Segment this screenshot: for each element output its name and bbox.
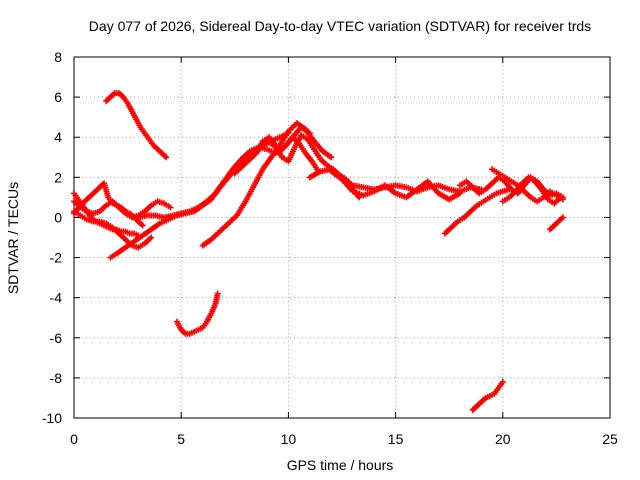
x-axis: 0 5 10 15 20 25 — [70, 57, 618, 447]
y-tick-label: -10 — [42, 410, 62, 426]
x-tick-label: 25 — [602, 431, 618, 447]
data-point — [557, 194, 564, 201]
x-tick-label: 15 — [388, 431, 404, 447]
y-axis-label: SDTVAR / TECUs — [5, 182, 21, 294]
y-tick-label: -8 — [50, 370, 63, 386]
y-tick-label: 6 — [54, 89, 62, 105]
x-tick-label: 5 — [177, 431, 185, 447]
y-tick-label: -6 — [50, 330, 63, 346]
grid-lines — [74, 57, 610, 418]
data-points — [71, 90, 566, 413]
data-point — [328, 154, 335, 161]
data-point — [139, 222, 146, 229]
data-point — [499, 378, 506, 385]
x-tick-label: 20 — [495, 431, 511, 447]
y-axis: -10 -8 -6 -4 -2 0 2 4 6 8 — [42, 49, 610, 426]
x-tick-label: 0 — [70, 431, 78, 447]
x-tick-label: 10 — [281, 431, 297, 447]
data-point — [456, 190, 463, 197]
data-point — [167, 204, 174, 211]
y-tick-label: 0 — [54, 209, 62, 225]
chart-title: Day 077 of 2026, Sidereal Day-to-day VTE… — [89, 18, 591, 34]
y-tick-label: -2 — [50, 250, 63, 266]
plot-frame — [73, 56, 611, 419]
data-point — [214, 290, 221, 297]
y-tick-label: 8 — [54, 49, 62, 65]
y-tick-label: 4 — [54, 129, 62, 145]
x-axis-label: GPS time / hours — [287, 457, 394, 473]
data-point — [559, 214, 566, 221]
y-tick-label: 2 — [54, 169, 62, 185]
data-point — [163, 154, 170, 161]
y-tick-label: -4 — [50, 290, 63, 306]
data-point — [148, 234, 155, 241]
